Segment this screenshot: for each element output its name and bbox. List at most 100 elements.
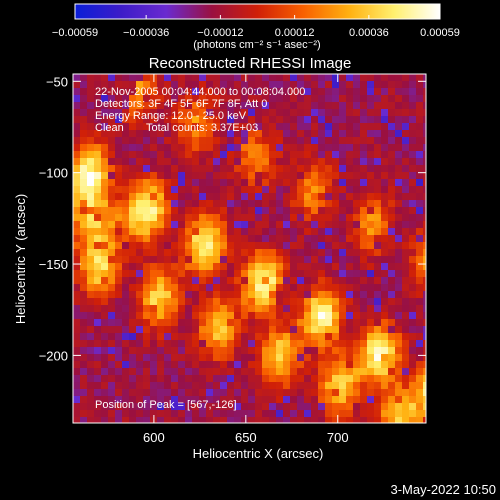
heatmap-cell <box>94 165 102 173</box>
heatmap-cell <box>73 368 81 376</box>
heatmap-cell <box>283 186 291 194</box>
heatmap-cell <box>178 102 186 110</box>
heatmap-cell <box>318 74 326 82</box>
heatmap-cell <box>115 74 123 82</box>
heatmap-cell <box>129 326 137 334</box>
heatmap-cell <box>360 193 368 201</box>
heatmap-cell <box>143 410 151 418</box>
heatmap-cell <box>388 319 396 327</box>
heatmap-cell <box>115 88 123 96</box>
heatmap-cell <box>213 249 221 257</box>
heatmap-cell <box>360 81 368 89</box>
heatmap-cell <box>311 319 319 327</box>
heatmap-cell <box>402 74 410 82</box>
heatmap-cell <box>402 298 410 306</box>
heatmap-cell <box>276 347 284 355</box>
heatmap-cell <box>234 151 242 159</box>
heatmap-cell <box>213 284 221 292</box>
heatmap-cell <box>318 319 326 327</box>
heatmap-cell <box>171 214 179 222</box>
heatmap-cell <box>262 144 270 152</box>
heatmap-cell <box>367 221 375 229</box>
heatmap-cell <box>409 256 417 264</box>
heatmap-cell <box>129 207 137 215</box>
heatmap-cell <box>122 333 130 341</box>
heatmap-cell <box>206 74 214 82</box>
colorbar-tick-label: 0.00036 <box>349 27 389 39</box>
heatmap-cell <box>388 242 396 250</box>
heatmap-cell <box>318 256 326 264</box>
heatmap-cell <box>115 214 123 222</box>
heatmap-cell <box>283 382 291 390</box>
heatmap-cell <box>241 410 249 418</box>
heatmap-cell <box>339 95 347 103</box>
heatmap-cell <box>143 88 151 96</box>
heatmap-cell <box>136 74 144 82</box>
heatmap-cell <box>115 109 123 117</box>
heatmap-cell <box>248 312 256 320</box>
heatmap-cell <box>255 354 263 362</box>
heatmap-cell <box>115 172 123 180</box>
heatmap-cell <box>80 193 88 201</box>
heatmap-cell <box>178 228 186 236</box>
heatmap-cell <box>129 137 137 145</box>
heatmap-cell <box>332 81 340 89</box>
heatmap-cell <box>283 137 291 145</box>
heatmap-cell <box>248 165 256 173</box>
heatmap-cell <box>423 137 426 145</box>
heatmap-cell <box>255 403 263 411</box>
heatmap-cell <box>227 179 235 187</box>
heatmap-cell <box>374 95 382 103</box>
heatmap-cell <box>388 347 396 355</box>
heatmap-cell <box>262 228 270 236</box>
heatmap-cell <box>325 291 333 299</box>
heatmap-cell <box>297 88 305 96</box>
heatmap-cell <box>94 396 102 404</box>
heatmap-cell <box>332 74 340 82</box>
heatmap-cell <box>409 81 417 89</box>
heatmap-cell <box>283 207 291 215</box>
heatmap-cell <box>248 291 256 299</box>
heatmap-cell <box>192 291 200 299</box>
heatmap-cell <box>297 151 305 159</box>
heatmap-cell <box>220 186 228 194</box>
heatmap-cell <box>101 382 109 390</box>
heatmap-cell <box>87 130 95 138</box>
heatmap-cell <box>80 305 88 313</box>
heatmap-cell <box>199 158 207 166</box>
heatmap-cell <box>402 235 410 243</box>
heatmap-cell <box>199 403 207 411</box>
heatmap-cell <box>164 312 172 320</box>
heatmap-cell <box>150 214 158 222</box>
heatmap-cell <box>241 235 249 243</box>
heatmap-cell <box>304 403 312 411</box>
heatmap-cell <box>409 102 417 110</box>
heatmap-cell <box>346 165 354 173</box>
heatmap-cell <box>157 186 165 194</box>
heatmap-cell <box>360 200 368 208</box>
heatmap-cell <box>80 221 88 229</box>
heatmap-cell <box>171 298 179 306</box>
heatmap-cell <box>416 109 424 117</box>
heatmap-cell <box>416 137 424 145</box>
heatmap-cell <box>136 305 144 313</box>
heatmap-cell <box>227 270 235 278</box>
heatmap-cell <box>416 116 424 124</box>
heatmap-cell <box>164 116 172 124</box>
heatmap-cell <box>339 368 347 376</box>
heatmap-cell <box>269 368 277 376</box>
heatmap-cell <box>94 221 102 229</box>
heatmap-cell <box>122 375 130 383</box>
heatmap-cell <box>360 361 368 369</box>
heatmap-cell <box>248 389 256 397</box>
heatmap-cell <box>136 151 144 159</box>
heatmap-cell <box>346 291 354 299</box>
heatmap-cell <box>73 270 81 278</box>
heatmap-cell <box>192 235 200 243</box>
heatmap-cell <box>234 123 242 131</box>
heatmap-cell <box>276 270 284 278</box>
heatmap-cell <box>388 172 396 180</box>
heatmap-cell <box>416 207 424 215</box>
heatmap-cell <box>213 368 221 376</box>
heatmap-cell <box>283 102 291 110</box>
